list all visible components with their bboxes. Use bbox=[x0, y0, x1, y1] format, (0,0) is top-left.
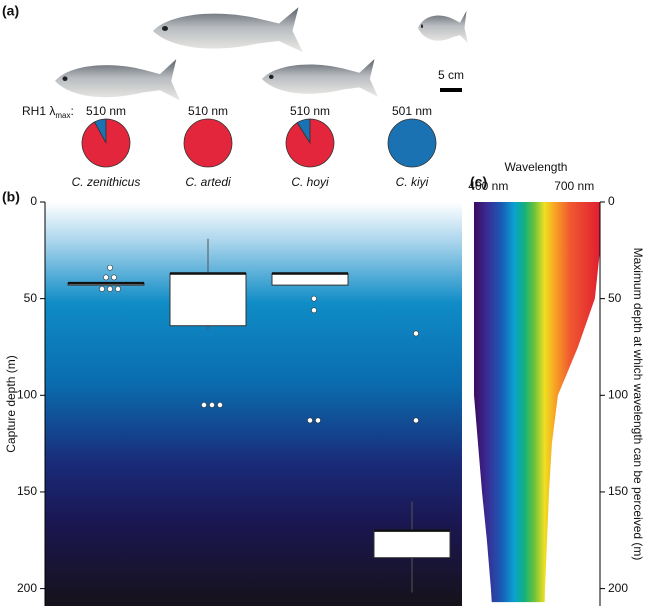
species-label: C. artedi bbox=[185, 175, 231, 189]
species-label: C. hoyi bbox=[291, 175, 329, 189]
outlier bbox=[111, 274, 117, 281]
pie-label: 510 nm bbox=[86, 104, 126, 118]
pie-slice bbox=[285, 118, 335, 168]
panel-label: (c) bbox=[470, 174, 487, 190]
outlier bbox=[115, 286, 121, 292]
pie-slice bbox=[387, 118, 437, 168]
y-tick-label: 50 bbox=[24, 291, 38, 305]
pie-slice bbox=[81, 118, 131, 168]
outlier bbox=[311, 307, 317, 314]
y-tick-label: 0 bbox=[608, 194, 615, 208]
outlier bbox=[107, 286, 113, 292]
y-tick-label: 50 bbox=[608, 291, 622, 305]
outlier bbox=[201, 402, 207, 408]
title-sub: max bbox=[55, 111, 70, 120]
outlier bbox=[103, 274, 109, 281]
outlier bbox=[413, 417, 419, 424]
outlier bbox=[99, 286, 105, 292]
visible-spectrum bbox=[474, 202, 600, 603]
fish-photos bbox=[55, 7, 468, 101]
box bbox=[271, 273, 349, 286]
x-tick-label: 700 nm bbox=[554, 179, 594, 193]
y-axis-title: Capture depth (m) bbox=[4, 355, 18, 452]
pie-label: 510 nm bbox=[290, 104, 330, 118]
scale-bar-label: 5 cm bbox=[438, 68, 464, 82]
box bbox=[373, 530, 451, 559]
y-tick-label: 100 bbox=[17, 387, 37, 401]
chart-title: Wavelength bbox=[505, 160, 568, 174]
outlier bbox=[315, 417, 321, 424]
pie-slice bbox=[183, 118, 233, 168]
species-label: C. kiyi bbox=[396, 175, 429, 189]
title-part: : bbox=[70, 104, 73, 118]
outlier bbox=[413, 330, 419, 337]
y-tick-label: 150 bbox=[17, 484, 37, 498]
outlier bbox=[209, 402, 215, 408]
y-tick-label: 100 bbox=[608, 387, 628, 401]
title-part: RH1 λ bbox=[22, 104, 55, 118]
y-tick-label: 200 bbox=[608, 581, 628, 595]
species-label: C. zenithicus bbox=[72, 175, 141, 189]
pie-label-title: RH1 λmax: bbox=[22, 104, 74, 120]
outlier bbox=[307, 417, 313, 424]
y-tick-label: 0 bbox=[30, 194, 37, 208]
y-tick-label: 150 bbox=[608, 484, 628, 498]
panel-label: (a) bbox=[2, 3, 19, 19]
pie-label: 510 nm bbox=[188, 104, 228, 118]
pie-label: 501 nm bbox=[392, 104, 432, 118]
outlier bbox=[217, 402, 223, 408]
outlier bbox=[311, 295, 317, 302]
panel-label: (b) bbox=[2, 189, 20, 205]
y-tick-label: 200 bbox=[17, 581, 37, 595]
x-tick-label: 400 nm bbox=[468, 179, 508, 193]
outlier bbox=[107, 264, 113, 271]
box bbox=[169, 273, 247, 327]
y-axis-title: Maximum depth at which wavelength can be… bbox=[631, 248, 645, 561]
